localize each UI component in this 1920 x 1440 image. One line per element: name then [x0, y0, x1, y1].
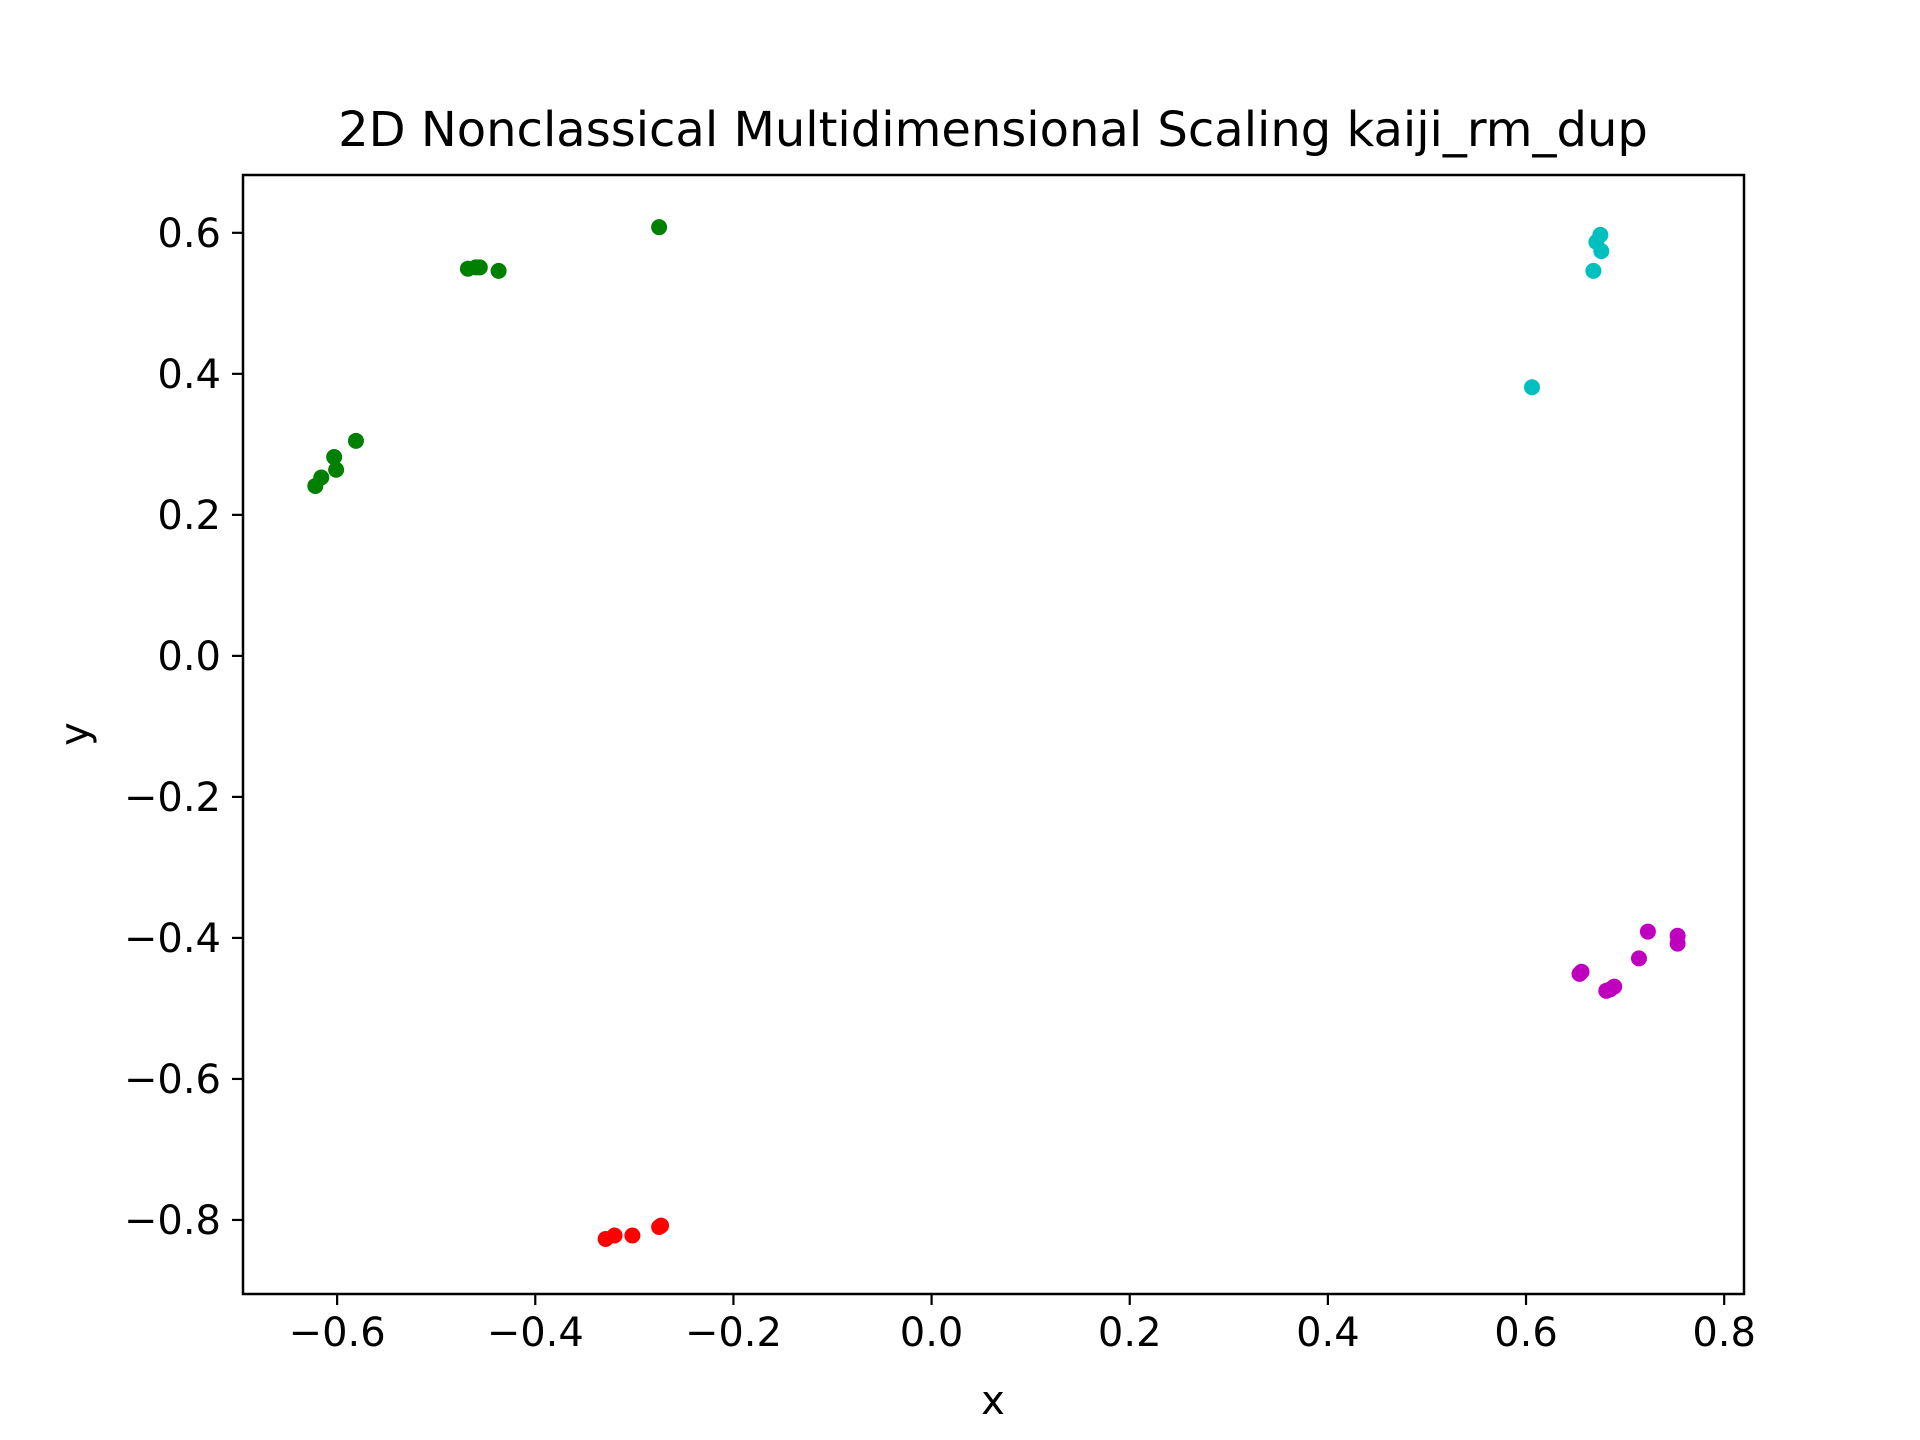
data-point — [1598, 982, 1615, 999]
data-point — [1669, 935, 1686, 952]
data-point — [490, 262, 507, 279]
data-point — [624, 1227, 641, 1244]
data-point — [1571, 965, 1588, 982]
data-point — [651, 1219, 668, 1236]
chart-title: 2D Nonclassical Multidimensional Scaling… — [338, 102, 1648, 158]
y-tick-label: 0.2 — [157, 493, 221, 539]
x-tick-label: −0.6 — [289, 1310, 386, 1356]
y-axis-label: y — [52, 722, 98, 746]
data-point — [471, 259, 488, 276]
axes-layer: −0.6 −0.4 −0.2 0.0 0.2 0.4 0.6 0.8 0.6 0.4 0.2 0.0 −… — [124, 211, 1756, 1356]
data-points-layer — [307, 219, 1686, 1248]
x-tick-label: 0.6 — [1494, 1310, 1558, 1356]
x-tick-label: −0.2 — [685, 1310, 782, 1356]
x-tick-label: 0.0 — [900, 1310, 964, 1356]
x-tick-label: 0.4 — [1296, 1310, 1360, 1356]
x-tick-label: −0.4 — [487, 1310, 584, 1356]
data-point — [307, 477, 324, 494]
data-point — [1639, 923, 1656, 940]
data-point — [597, 1231, 614, 1248]
data-point — [1523, 379, 1540, 396]
data-point — [1630, 950, 1647, 967]
y-tick-label: −0.4 — [124, 916, 221, 962]
y-tick-label: −0.6 — [124, 1057, 221, 1103]
data-point — [326, 449, 343, 466]
y-tick-label: −0.2 — [124, 775, 221, 821]
plot-frame — [241, 173, 1746, 1296]
data-point — [1585, 262, 1602, 279]
x-tick-label: 0.8 — [1692, 1310, 1756, 1356]
data-point — [651, 219, 668, 236]
y-tick-label: −0.8 — [124, 1198, 221, 1244]
y-tick-label: 0.0 — [157, 634, 221, 680]
data-point — [347, 432, 364, 449]
data-point — [328, 461, 345, 478]
x-axis-label: x — [981, 1378, 1005, 1424]
y-tick-label: 0.6 — [157, 211, 221, 257]
x-tick-label: 0.2 — [1098, 1310, 1162, 1356]
y-tick-label: 0.4 — [157, 352, 221, 398]
data-point — [1593, 243, 1610, 260]
